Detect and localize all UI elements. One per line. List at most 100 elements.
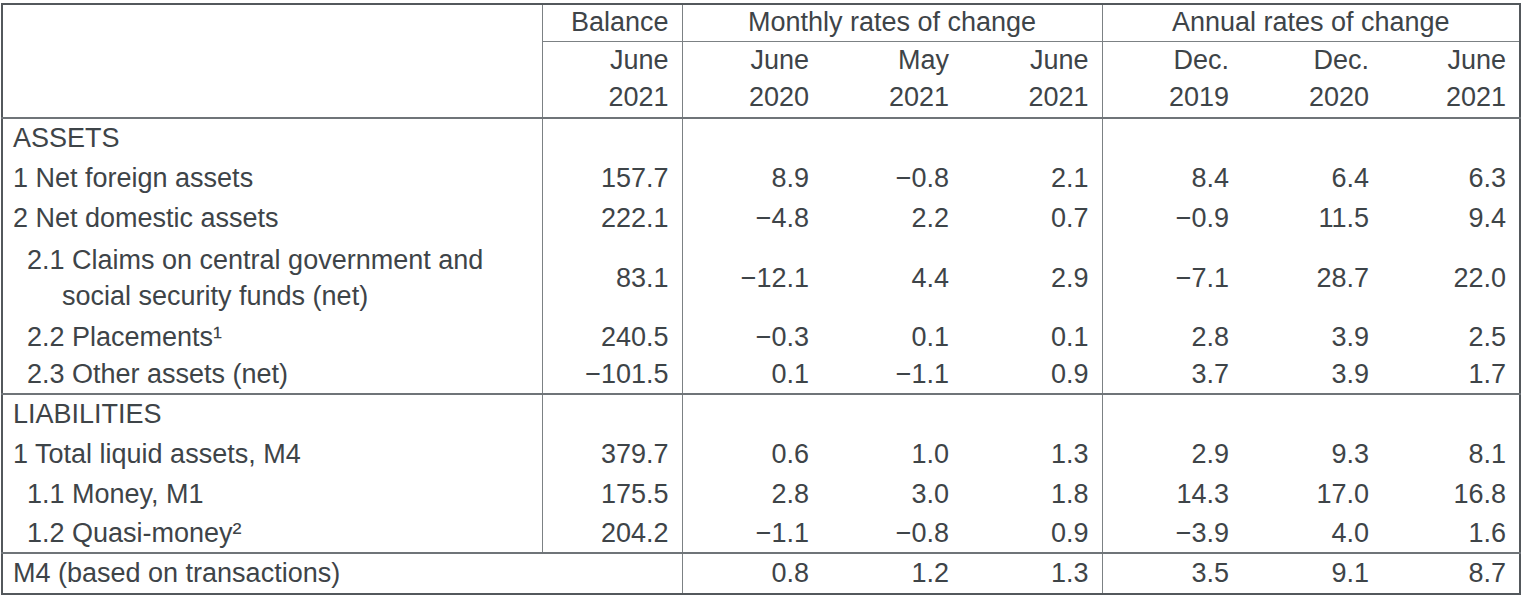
- cell-empty: [962, 394, 1102, 434]
- cell-monthly-2: −0.8: [822, 514, 962, 553]
- cell-balance: 157.7: [542, 158, 682, 198]
- cell-monthly-1: −0.3: [682, 318, 822, 356]
- cell-annual-3: 16.8: [1382, 474, 1520, 514]
- cell-annual-1: 14.3: [1102, 474, 1242, 514]
- cell-monthly-3: 0.7: [962, 198, 1102, 238]
- column-header-year: 2019: [1103, 79, 1230, 116]
- row-label: 2 Net domestic assets: [2, 198, 542, 238]
- column-group-monthly: Monthly rates of change: [682, 4, 1102, 41]
- cell-annual-3: 8.1: [1382, 434, 1520, 474]
- cell-monthly-1: −12.1: [682, 238, 822, 318]
- cell-monthly-1: 8.9: [682, 158, 822, 198]
- row-label: M4 (based on transactions): [2, 553, 682, 594]
- table-row-quasi-money: 1.2 Quasi-money² 204.2 −1.1 −0.8 0.9 −3.…: [2, 514, 1520, 553]
- cell-monthly-1: −1.1: [682, 514, 822, 553]
- cell-balance: 204.2: [542, 514, 682, 553]
- table-row-placements: 2.2 Placements¹ 240.5 −0.3 0.1 0.1 2.8 3…: [2, 318, 1520, 356]
- column-header-month: June: [543, 42, 669, 79]
- cell-monthly-3: 2.1: [962, 158, 1102, 198]
- cell-annual-3: 1.7: [1382, 356, 1520, 394]
- cell-annual-3: 22.0: [1382, 238, 1520, 318]
- cell-annual-2: 28.7: [1242, 238, 1382, 318]
- cell-balance: −101.5: [542, 356, 682, 394]
- cell-balance: 222.1: [542, 198, 682, 238]
- column-header-month: June: [1382, 42, 1506, 79]
- cell-monthly-1: 0.6: [682, 434, 822, 474]
- cell-monthly-1: 0.1: [682, 356, 822, 394]
- cell-empty: [1242, 118, 1382, 158]
- cell-empty: [542, 118, 682, 158]
- cell-annual-3: 2.5: [1382, 318, 1520, 356]
- cell-annual-1: 8.4: [1102, 158, 1242, 198]
- column-header-year: 2021: [1382, 79, 1506, 116]
- cell-empty: [1382, 118, 1520, 158]
- column-header-monthly-3: June 2021: [962, 41, 1102, 118]
- cell-empty: [962, 118, 1102, 158]
- cell-empty: [822, 118, 962, 158]
- page: Balance Monthly rates of change Annual r…: [0, 0, 1522, 598]
- cell-monthly-3: 1.3: [962, 434, 1102, 474]
- cell-monthly-2: 0.1: [822, 318, 962, 356]
- table-row-net-foreign-assets: 1 Net foreign assets 157.7 8.9 −0.8 2.1 …: [2, 158, 1520, 198]
- cell-monthly-2: 3.0: [822, 474, 962, 514]
- cell-monthly-3: 0.9: [962, 514, 1102, 553]
- column-header-annual-2: Dec. 2020: [1242, 41, 1382, 118]
- column-header-month: May: [822, 42, 949, 79]
- monetary-statistics-table: Balance Monthly rates of change Annual r…: [1, 3, 1521, 595]
- cell-monthly-2: 1.0: [822, 434, 962, 474]
- column-group-annual: Annual rates of change: [1102, 4, 1520, 41]
- cell-monthly-1: 0.8: [682, 553, 822, 594]
- cell-balance: 240.5: [542, 318, 682, 356]
- cell-annual-1: 3.5: [1102, 553, 1242, 594]
- cell-monthly-1: 2.8: [682, 474, 822, 514]
- row-label: 1.1 Money, M1: [2, 474, 542, 514]
- cell-annual-1: 2.9: [1102, 434, 1242, 474]
- section-label: LIABILITIES: [2, 394, 542, 434]
- cell-annual-3: 1.6: [1382, 514, 1520, 553]
- cell-annual-2: 3.9: [1242, 318, 1382, 356]
- cell-balance: 379.7: [542, 434, 682, 474]
- cell-empty: [1242, 394, 1382, 434]
- cell-annual-1: −0.9: [1102, 198, 1242, 238]
- cell-empty: [682, 118, 822, 158]
- cell-annual-2: 9.3: [1242, 434, 1382, 474]
- cell-annual-2: 6.4: [1242, 158, 1382, 198]
- cell-annual-3: 8.7: [1382, 553, 1520, 594]
- row-label: 2.3 Other assets (net): [2, 356, 542, 394]
- row-label-line1: 2.1 Claims on central government and: [27, 242, 542, 278]
- cell-annual-3: 6.3: [1382, 158, 1520, 198]
- cell-empty: [542, 394, 682, 434]
- row-label: 2.2 Placements¹: [2, 318, 542, 356]
- cell-monthly-3: 2.9: [962, 238, 1102, 318]
- row-label: 1.2 Quasi-money²: [2, 514, 542, 553]
- section-row-assets: ASSETS: [2, 118, 1520, 158]
- table-row-money-m1: 1.1 Money, M1 175.5 2.8 3.0 1.8 14.3 17.…: [2, 474, 1520, 514]
- cell-monthly-2: 1.2: [822, 553, 962, 594]
- cell-annual-2: 9.1: [1242, 553, 1382, 594]
- cell-monthly-3: 0.9: [962, 356, 1102, 394]
- cell-annual-1: 3.7: [1102, 356, 1242, 394]
- table-row-net-domestic-assets: 2 Net domestic assets 222.1 −4.8 2.2 0.7…: [2, 198, 1520, 238]
- cell-annual-2: 17.0: [1242, 474, 1382, 514]
- column-header-monthly-1: June 2020: [682, 41, 822, 118]
- table-row-m4-transactions: M4 (based on transactions) 0.8 1.2 1.3 3…: [2, 553, 1520, 594]
- column-header-year: 2021: [543, 79, 669, 116]
- column-header-monthly-2: May 2021: [822, 41, 962, 118]
- cell-empty: [1102, 118, 1242, 158]
- column-header-month: June: [962, 42, 1089, 79]
- cell-annual-1: −3.9: [1102, 514, 1242, 553]
- column-header-month: Dec.: [1242, 42, 1369, 79]
- cell-monthly-2: 4.4: [822, 238, 962, 318]
- cell-empty: [1102, 394, 1242, 434]
- cell-monthly-3: 0.1: [962, 318, 1102, 356]
- header-row-groups: Balance Monthly rates of change Annual r…: [2, 4, 1520, 41]
- column-header-balance: Balance: [542, 4, 682, 41]
- cell-monthly-3: 1.8: [962, 474, 1102, 514]
- cell-annual-1: 2.8: [1102, 318, 1242, 356]
- column-header-annual-1: Dec. 2019: [1102, 41, 1242, 118]
- row-label: 1 Total liquid assets, M4: [2, 434, 542, 474]
- column-header-year: 2021: [822, 79, 949, 116]
- cell-monthly-1: −4.8: [682, 198, 822, 238]
- cell-balance: 175.5: [542, 474, 682, 514]
- cell-annual-3: 9.4: [1382, 198, 1520, 238]
